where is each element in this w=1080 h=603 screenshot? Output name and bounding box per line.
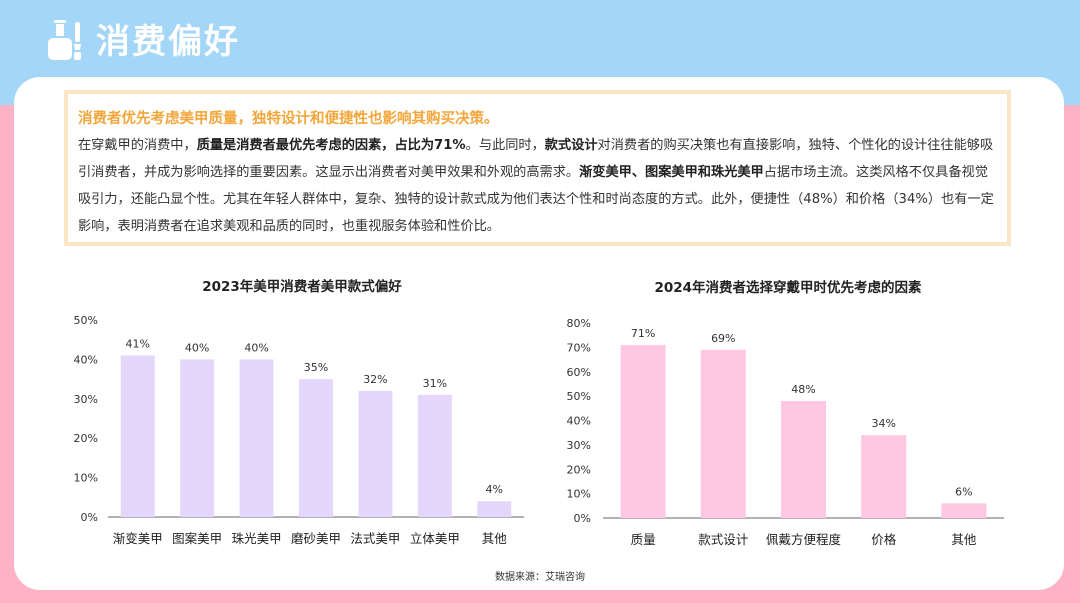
page-title: 消费偏好 xyxy=(96,22,240,62)
data-label: 71% xyxy=(631,327,655,340)
bar xyxy=(700,349,746,518)
x-tick-label: 珠光美甲 xyxy=(232,531,282,546)
bar xyxy=(781,401,826,518)
data-label: 48% xyxy=(791,383,815,396)
x-tick-label: 质量 xyxy=(631,532,656,547)
y-tick-label: 10% xyxy=(567,488,591,501)
summary-body: 在穿戴甲的消费中，质量是消费者最优先考虑的因素，占比为71%。与此同时，款式设计… xyxy=(78,132,995,240)
x-tick-label: 图案美甲 xyxy=(172,531,222,546)
summary-segment: 对消费者的购买决策也有直接影响，独特、个性化的设计往往能够吸引消费者，并成为影响… xyxy=(78,138,994,180)
bar xyxy=(120,355,155,517)
summary-segment-bold: 质量是消费者最优先考虑的因素，占比为71% xyxy=(196,138,466,153)
data-source: 数据来源：艾瑞咨询 xyxy=(495,572,585,583)
x-tick-label: 磨砂美甲 xyxy=(291,531,341,546)
data-label: 40% xyxy=(244,341,268,354)
y-tick-label: 40% xyxy=(74,353,98,366)
bar xyxy=(861,435,907,518)
summary-segment-bold: 渐变美甲、图案美甲和珠光美甲 xyxy=(579,165,764,180)
summary-segment: 占据市场主流。这类风格不仅具备视觉吸引力，还能凸显个性。尤其在年轻人群体中，复杂… xyxy=(78,165,994,234)
x-tick-label: 款式设计 xyxy=(698,532,748,547)
y-tick-label: 50% xyxy=(74,314,98,327)
y-tick-label: 70% xyxy=(567,341,591,354)
data-label: 69% xyxy=(711,332,735,345)
y-tick-label: 30% xyxy=(74,393,98,406)
bar xyxy=(180,359,215,517)
y-tick-label: 40% xyxy=(567,415,591,428)
summary-box: 消费者优先考虑美甲质量，独特设计和便捷性也影响其购买决策。 在穿戴甲的消费中，质… xyxy=(64,90,1011,246)
data-label: 4% xyxy=(486,483,503,496)
data-label: 35% xyxy=(304,361,328,374)
x-tick-label: 立体美甲 xyxy=(410,531,460,546)
x-tick-label: 渐变美甲 xyxy=(113,531,163,546)
data-label: 41% xyxy=(125,337,149,350)
y-tick-label: 30% xyxy=(567,439,591,452)
y-tick-label: 60% xyxy=(567,366,591,379)
bar xyxy=(239,359,274,517)
data-label: 6% xyxy=(955,485,972,498)
x-tick-label: 法式美甲 xyxy=(350,531,400,546)
y-tick-label: 0% xyxy=(574,512,591,525)
bar xyxy=(620,344,666,518)
data-label: 40% xyxy=(185,341,209,354)
bar xyxy=(417,394,452,517)
x-tick-label: 其他 xyxy=(951,532,977,547)
x-tick-label: 佩戴方便程度 xyxy=(766,532,842,547)
summary-segment: 。与此同时， xyxy=(465,138,545,153)
y-tick-label: 0% xyxy=(81,511,98,524)
x-tick-label: 价格 xyxy=(871,532,897,547)
y-tick-label: 50% xyxy=(567,390,591,403)
header: 消费偏好 xyxy=(0,0,1080,78)
data-label: 31% xyxy=(423,377,447,390)
nail-polish-icon xyxy=(48,20,81,60)
bar xyxy=(358,390,393,517)
y-tick-label: 20% xyxy=(74,432,98,445)
bar xyxy=(299,379,333,517)
summary-segment-bold: 款式设计 xyxy=(544,138,598,153)
x-tick-label: 其他 xyxy=(482,531,508,546)
chart-title: 2024年消费者选择穿戴甲时优先考虑的因素 xyxy=(654,280,922,296)
summary-segment: 在穿戴甲的消费中， xyxy=(78,138,197,153)
bar xyxy=(941,503,987,518)
data-label: 32% xyxy=(363,373,387,386)
y-tick-label: 80% xyxy=(567,317,591,330)
bar xyxy=(477,501,512,517)
y-tick-label: 10% xyxy=(74,472,98,485)
summary-headline: 消费者优先考虑美甲质量，独特设计和便捷性也影响其购买决策。 xyxy=(78,111,499,127)
data-label: 34% xyxy=(871,417,895,430)
y-tick-label: 20% xyxy=(567,463,591,476)
chart-title: 2023年美甲消费者美甲款式偏好 xyxy=(202,279,402,295)
